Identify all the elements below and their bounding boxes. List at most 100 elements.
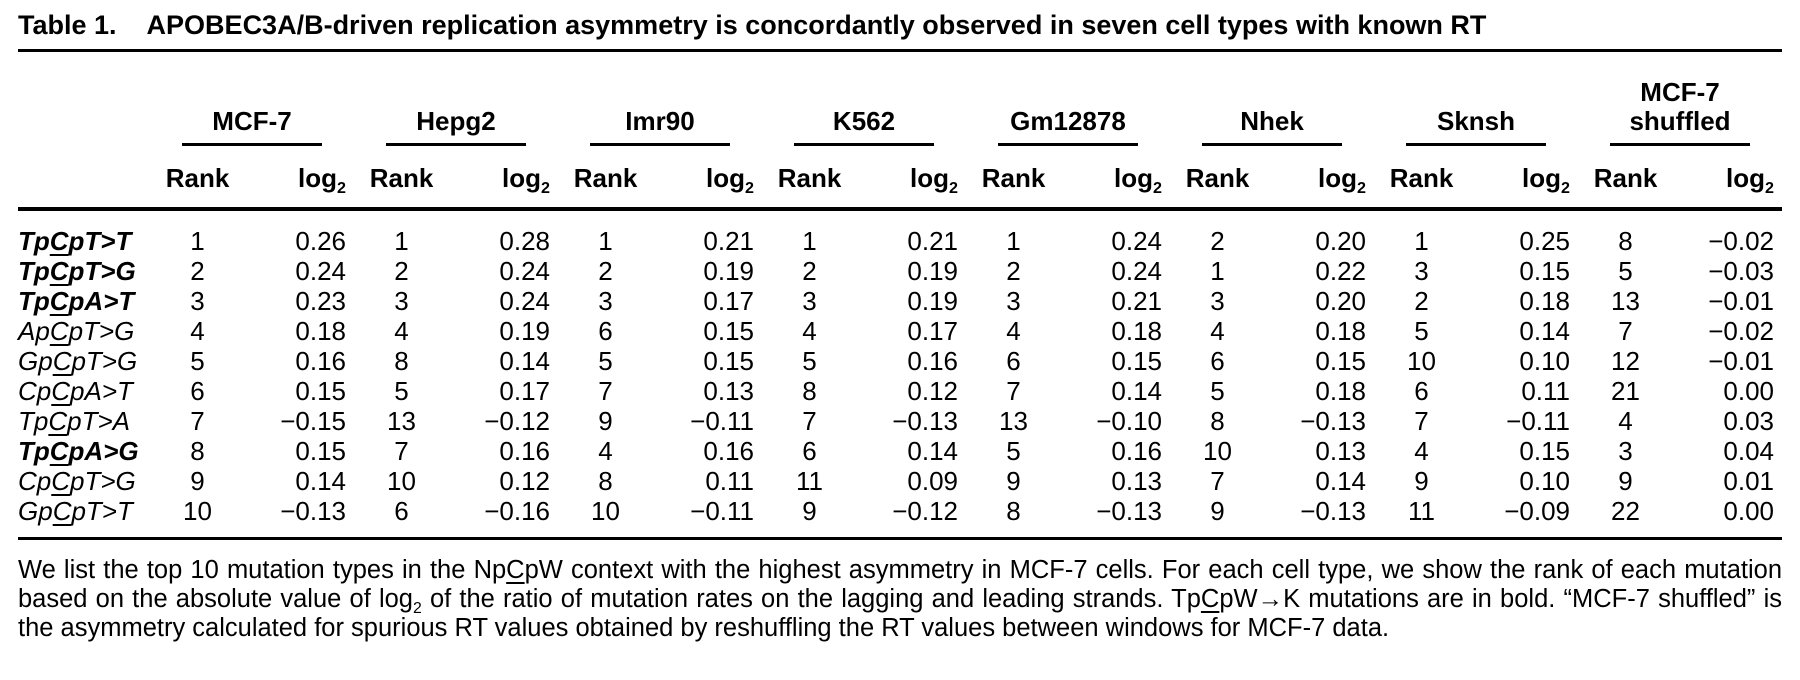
rank-cell: 8 xyxy=(190,436,205,466)
mutation-label: GpCpT>T xyxy=(18,496,133,526)
log2-cell: 0.15 xyxy=(703,346,754,376)
group-underline xyxy=(1406,143,1546,146)
log2-cell: 0.24 xyxy=(295,256,346,286)
rank-cell: 5 xyxy=(1210,376,1225,406)
rank-cell: 7 xyxy=(394,436,409,466)
table-row: CpCpA>T 6 0.15 5 0.17 7 0.13 8 0.12 7 0.… xyxy=(18,376,1782,406)
log2-cell: 0.25 xyxy=(1519,226,1570,256)
log2-cell: 0.19 xyxy=(907,286,958,316)
table-caption: APOBEC3A/B-driven replication asymmetry … xyxy=(146,10,1487,40)
rank-cell: 7 xyxy=(1414,406,1429,436)
rank-cell: 2 xyxy=(1210,226,1225,256)
rank-cell: 4 xyxy=(1006,316,1021,346)
log2-header: log2 xyxy=(1061,146,1170,211)
log2-cell: 0.15 xyxy=(295,436,346,466)
log2-cell: 0.16 xyxy=(1111,436,1162,466)
log2-cell: 0.18 xyxy=(1519,286,1570,316)
footnote-segment: C xyxy=(506,556,525,584)
rank-cell: 6 xyxy=(802,436,817,466)
rank-cell: 3 xyxy=(1414,256,1429,286)
rank-cell: 2 xyxy=(190,256,205,286)
underlined-c: C xyxy=(52,496,72,526)
rank-cell: 7 xyxy=(598,376,613,406)
table-row: TpCpT>T 1 0.26 1 0.28 1 0.21 1 0.21 1 0.… xyxy=(18,209,1782,256)
log2-cell: 0.22 xyxy=(1315,256,1366,286)
rank-header: Rank xyxy=(150,146,245,211)
rank-cell: 6 xyxy=(1414,376,1429,406)
footnote: We list the top 10 mutation types in the… xyxy=(18,556,1782,643)
log2-cell: −0.13 xyxy=(1300,406,1366,436)
underlined-c: C xyxy=(51,466,71,496)
bottom-rule xyxy=(18,537,1782,540)
group-header-k562: K562 xyxy=(762,52,966,146)
rank-cell: 22 xyxy=(1611,496,1640,526)
log2-cell: −0.01 xyxy=(1708,346,1774,376)
log2-cell: −0.03 xyxy=(1708,256,1774,286)
rank-cell: 11 xyxy=(1408,496,1435,526)
underlined-c: C xyxy=(49,286,69,316)
rank-cell: 8 xyxy=(1618,226,1633,256)
rank-cell: 7 xyxy=(802,406,817,436)
log2-cell: 0.24 xyxy=(499,256,550,286)
rank-cell: 6 xyxy=(1210,346,1225,376)
rank-cell: 10 xyxy=(183,496,212,526)
log2-cell: 0.26 xyxy=(295,226,346,256)
mutation-label: TpCpT>T xyxy=(18,226,132,256)
log2-cell: 0.16 xyxy=(499,436,550,466)
log2-header: log2 xyxy=(1673,146,1782,211)
log2-cell: 0.16 xyxy=(295,346,346,376)
log2-cell: 0.19 xyxy=(907,256,958,286)
table-row: GpCpT>G 5 0.16 8 0.14 5 0.15 5 0.16 6 0.… xyxy=(18,346,1782,376)
group-header-mcf7-shuffled: MCF-7 shuffled xyxy=(1578,52,1782,146)
log2-cell: 0.20 xyxy=(1315,286,1366,316)
underlined-c: C xyxy=(49,256,69,286)
rank-cell: 6 xyxy=(598,316,613,346)
rank-cell: 13 xyxy=(1611,286,1640,316)
log2-cell: 0.24 xyxy=(499,286,550,316)
log2-cell: −0.01 xyxy=(1708,286,1774,316)
table-row: GpCpT>T 10 −0.13 6 −0.16 10 −0.11 9 −0.1… xyxy=(18,496,1782,535)
rank-cell: 3 xyxy=(190,286,205,316)
mutation-label: TpCpT>A xyxy=(18,406,130,436)
subheader-row: Rank log2 Rank log2 Rank log2 Rank log2 … xyxy=(18,146,1782,211)
mutation-label: CpCpT>G xyxy=(18,466,136,496)
rank-cell: 13 xyxy=(387,406,416,436)
log2-cell: −0.11 xyxy=(690,406,754,436)
rank-cell: 9 xyxy=(1210,496,1225,526)
rank-cell: 6 xyxy=(394,496,409,526)
rank-cell: 1 xyxy=(802,226,817,256)
log2-cell: −0.11 xyxy=(690,496,754,526)
log2-cell: 0.21 xyxy=(1111,286,1162,316)
rank-cell: 10 xyxy=(591,496,620,526)
log2-cell: 0.17 xyxy=(907,316,958,346)
log2-cell: −0.13 xyxy=(892,406,958,436)
log2-cell: −0.15 xyxy=(280,406,346,436)
rank-cell: 9 xyxy=(1618,466,1633,496)
log2-cell: 0.17 xyxy=(703,286,754,316)
log2-header: log2 xyxy=(1265,146,1374,211)
log2-cell: 0.14 xyxy=(1111,376,1162,406)
log2-cell: 0.15 xyxy=(1315,346,1366,376)
log2-cell: −0.09 xyxy=(1504,496,1570,526)
rank-cell: 9 xyxy=(190,466,205,496)
label-column-header xyxy=(18,52,150,146)
log2-cell: 0.19 xyxy=(499,316,550,346)
mutation-label: TpCpT>G xyxy=(18,256,136,286)
log2-cell: 0.01 xyxy=(1723,466,1774,496)
group-underline xyxy=(386,143,526,146)
rank-cell: 8 xyxy=(1210,406,1225,436)
rank-header: Rank xyxy=(966,146,1061,211)
log2-cell: 0.15 xyxy=(1111,346,1162,376)
underlined-c: C xyxy=(49,226,69,256)
rank-cell: 3 xyxy=(1006,286,1021,316)
rank-cell: 9 xyxy=(1006,466,1021,496)
log2-cell: 0.13 xyxy=(703,376,754,406)
log2-cell: 0.12 xyxy=(907,376,958,406)
mutation-label: TpCpA>T xyxy=(18,286,135,316)
footnote-segment: C xyxy=(1200,585,1220,613)
rank-header: Rank xyxy=(354,146,449,211)
log2-cell: 0.18 xyxy=(1315,376,1366,406)
rank-cell: 10 xyxy=(1203,436,1232,466)
log2-cell: 0.14 xyxy=(1519,316,1570,346)
rank-cell: 7 xyxy=(190,406,205,436)
